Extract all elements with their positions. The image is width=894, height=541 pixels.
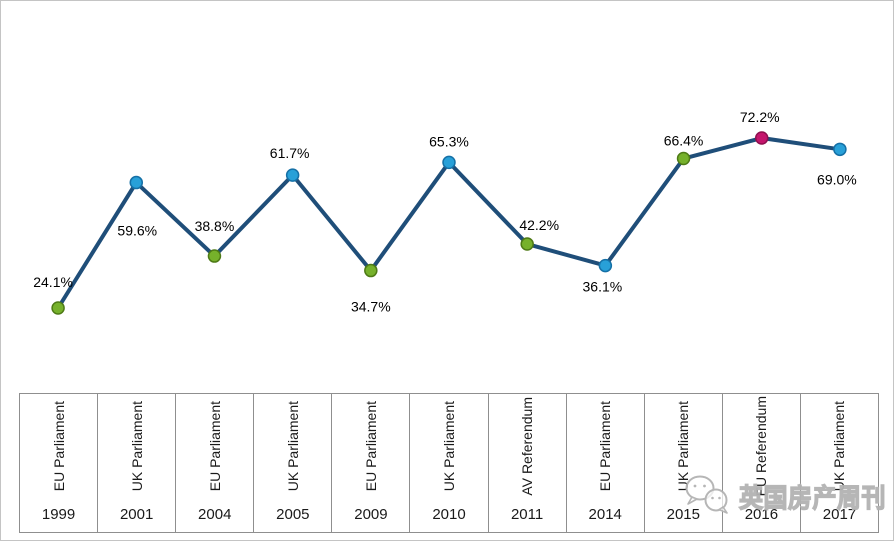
watermark: 英国房产周刊 xyxy=(683,473,886,517)
event-label: EU Parliament xyxy=(50,401,67,492)
axis-column-2015: UK Parliament 2015 xyxy=(645,394,723,532)
data-point-2009 xyxy=(364,263,378,278)
wechat-icon xyxy=(685,475,728,514)
axis-column-2009: EU Parliament 2009 xyxy=(332,394,411,532)
x-axis-table: EU Parliament 1999 UK Parliament 2001 EU Par… xyxy=(19,393,879,533)
event-label-wrap: EU Parliament xyxy=(50,394,67,499)
event-label-wrap: EU Parliament xyxy=(362,394,379,499)
year-label: 1999 xyxy=(41,505,76,523)
axis-column-2017: UK Parliament 2017 xyxy=(801,394,878,532)
event-label-wrap: EU Parliament xyxy=(597,394,614,499)
year-label: 2017 xyxy=(822,505,857,523)
event-label-wrap: UK Parliament xyxy=(284,394,301,499)
data-label-2014: 36.1% xyxy=(583,279,623,295)
data-point-2004 xyxy=(207,249,222,263)
event-label: EU Parliament xyxy=(206,401,223,492)
year-label: 2016 xyxy=(744,505,779,523)
data-label-2004: 38.8% xyxy=(195,218,235,234)
data-point-2010 xyxy=(442,155,456,170)
axis-column-2004: EU Parliament 2004 xyxy=(176,394,255,532)
data-point-2015 xyxy=(676,151,691,166)
data-label-2011: 42.2% xyxy=(519,217,559,233)
axis-column-2014: EU Parliament 2014 xyxy=(567,394,645,532)
event-label: UK Parliament xyxy=(284,401,301,492)
data-point-2017 xyxy=(833,142,847,157)
axis-column-1999: EU Parliament 1999 xyxy=(20,394,99,532)
year-label: 2009 xyxy=(354,505,388,523)
axis-column-2011: AV Referendum 2011 xyxy=(489,394,567,532)
data-point-2001 xyxy=(129,175,144,190)
axis-column-2016: EU Referendum 2016 xyxy=(723,394,801,532)
data-label-2009: 34.7% xyxy=(351,299,391,315)
event-label-wrap: AV Referendum xyxy=(519,394,536,499)
year-label: 2010 xyxy=(432,505,466,523)
year-label: 2015 xyxy=(666,505,700,523)
data-label-1999: 24.1% xyxy=(33,274,73,290)
data-label-2010: 65.3% xyxy=(429,133,469,149)
watermark-text: 英国房产周刊 xyxy=(738,483,886,514)
year-label: 2005 xyxy=(276,505,310,523)
event-label: UK Parliament xyxy=(128,401,145,492)
event-label: EU Parliament xyxy=(597,401,614,492)
data-label-2016: 72.2% xyxy=(740,109,780,125)
data-point-2011 xyxy=(520,237,534,251)
data-label-2015: 66.4% xyxy=(664,133,704,149)
data-point-2014 xyxy=(598,258,613,273)
data-label-2017: 69.0% xyxy=(817,171,857,187)
year-label: 2004 xyxy=(198,505,232,523)
data-label-2005: 61.7% xyxy=(270,145,310,161)
year-label: 2001 xyxy=(119,505,154,523)
event-label-wrap: UK Parliament xyxy=(128,394,145,499)
axis-column-2001: UK Parliament 2001 xyxy=(98,394,177,532)
data-point-2005 xyxy=(285,168,300,182)
event-label: EU Parliament xyxy=(362,401,379,492)
year-label: 2011 xyxy=(510,505,544,523)
axis-column-2010: UK Parliament 2010 xyxy=(410,394,489,532)
event-label: AV Referendum xyxy=(519,397,536,496)
data-label-2001: 59.6% xyxy=(117,223,157,239)
data-point-1999 xyxy=(51,301,65,315)
event-label-wrap: UK Parliament xyxy=(441,394,458,499)
data-point-2016 xyxy=(754,131,769,145)
year-label: 2014 xyxy=(588,505,622,523)
event-label: UK Parliament xyxy=(441,401,458,492)
axis-column-2005: UK Parliament 2005 xyxy=(254,394,333,532)
event-label-wrap: EU Parliament xyxy=(206,394,223,499)
